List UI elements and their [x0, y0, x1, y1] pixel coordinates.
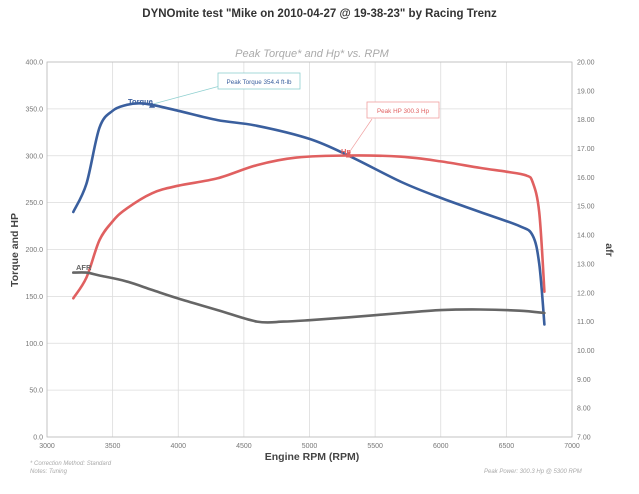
series-label-hp: Hp: [341, 147, 351, 156]
y-right-tick-label: 19.00: [577, 88, 595, 95]
x-tick-label: 5000: [302, 443, 318, 450]
y-right-tick-label: 15.00: [577, 204, 595, 211]
y-right-tick-label: 7.00: [577, 435, 591, 442]
peak-hp-box: [366, 101, 440, 119]
y-right-tick-label: 16.00: [577, 175, 595, 182]
y-tick-label: 350.0: [25, 106, 43, 113]
page-title: DYNOmite test "Mike on 2010-04-27 @ 19-3…: [142, 8, 497, 20]
notes-text: Notes: Tuning: [30, 469, 67, 475]
y-right-tick-label: 10.00: [577, 348, 595, 355]
y-right-tick-label: 12.00: [577, 290, 595, 297]
x-tick-label: 6000: [433, 443, 449, 450]
series-line-hp: [72, 154, 546, 300]
series-lines: [72, 101, 546, 326]
chart-title: Peak Torque* and Hp* vs. RPM: [235, 48, 390, 60]
y-right-tick-label: 18.00: [577, 117, 595, 124]
peak-hp-leader: [349, 118, 373, 152]
x-tick-label: 7000: [564, 443, 580, 450]
y-right-tick-label: 11.00: [577, 319, 594, 326]
x-tick-label: 3000: [39, 443, 55, 450]
x-tick-label: 4500: [236, 443, 252, 450]
y-right-tick-label: 13.00: [577, 261, 595, 268]
x-axis-label: Engine RPM (RPM): [265, 451, 360, 463]
y-tick-label: 0.0: [33, 435, 43, 442]
correction-note: * Correction Method: Standard: [30, 461, 112, 467]
x-tick-label: 3500: [105, 443, 121, 450]
peak-torque-leader: [153, 85, 221, 105]
y-tick-label: 50.0: [29, 388, 43, 395]
y-right-tick-label: 14.00: [577, 233, 595, 240]
y-right-tick-label: 9.00: [577, 377, 591, 384]
x-tick-label: 5500: [367, 443, 383, 450]
plot-frame: [46, 61, 573, 438]
series-label-afr: AFR: [76, 263, 92, 272]
x-tick-label: 4000: [170, 443, 186, 450]
y-tick-label: 150.0: [25, 294, 43, 301]
y-tick-label: 400.0: [25, 60, 43, 67]
annotations: Torque Hp AFR Peak Torque 354.4 ft-lb Peak H…: [76, 72, 440, 272]
y-right-tick-label: 17.00: [577, 146, 595, 153]
axis-ticks: 3000 3500 4000 4500 5000 5500 6000 6500 7000 0.0 5…: [25, 60, 594, 451]
peak-torque-marker: [149, 101, 155, 108]
peak-torque-box: [217, 72, 301, 90]
y-tick-label: 300.0: [25, 153, 43, 160]
series-label-torque: Torque: [128, 97, 153, 106]
peak-torque-label: Peak Torque 354.4 ft-lb: [227, 79, 292, 86]
series-line-torque: [72, 101, 546, 326]
right-axis-label: afr: [603, 243, 615, 256]
series-line-afr: [72, 271, 546, 324]
y-tick-label: 250.0: [25, 200, 43, 207]
y-right-tick-label: 8.00: [577, 406, 591, 413]
y-tick-label: 200.0: [25, 247, 43, 254]
peak-power-note: Peak Power: 300.3 Hp @ 5300 RPM: [484, 469, 582, 475]
x-tick-label: 6500: [499, 443, 515, 450]
y-tick-label: 100.0: [25, 341, 43, 348]
peak-hp-label: Peak HP 300.3 Hp: [377, 108, 430, 115]
grid: [46, 61, 573, 438]
y-axis-label: Torque and HP: [9, 213, 21, 287]
y-right-tick-label: 20.00: [577, 60, 595, 67]
peak-hp-marker: [345, 150, 352, 158]
